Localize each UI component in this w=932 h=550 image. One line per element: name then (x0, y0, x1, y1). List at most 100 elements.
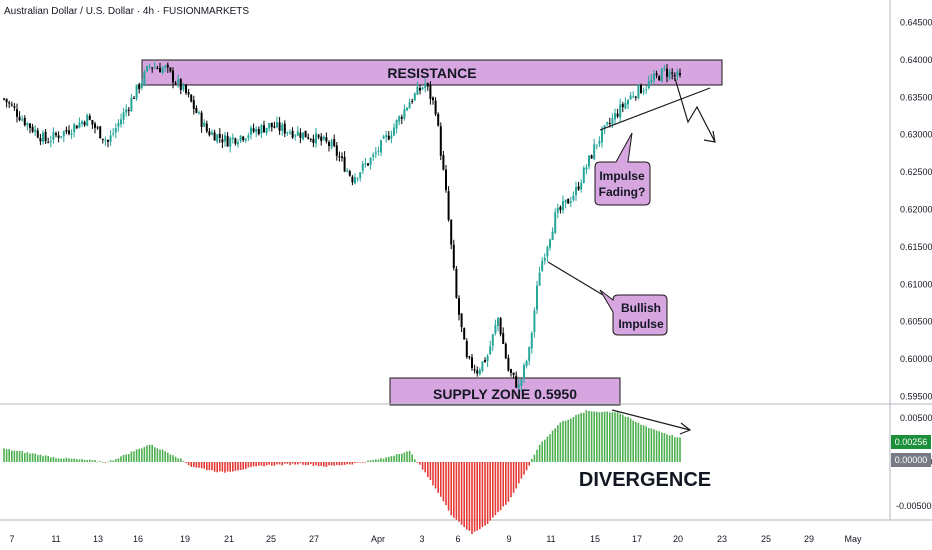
candle-body (265, 127, 268, 133)
candle-body (494, 325, 497, 334)
histogram-bar (182, 461, 185, 462)
histogram-bar (94, 460, 96, 462)
histogram-bar (65, 457, 68, 462)
histogram-bar (237, 462, 239, 471)
candle-body (99, 126, 102, 139)
histogram-bar (328, 462, 330, 466)
candle-body (242, 136, 245, 141)
candle-body (185, 84, 187, 93)
candle-body (455, 268, 458, 298)
histogram-bar (5, 449, 8, 462)
candle-body (8, 102, 11, 104)
candle-body (190, 94, 193, 102)
resistance-zone (141, 59, 723, 86)
candle-body (338, 156, 341, 158)
candle-body (452, 244, 455, 268)
histogram-bar (130, 451, 133, 462)
histogram-bar (151, 444, 153, 462)
histogram-bar (411, 454, 413, 462)
histogram-bar (466, 462, 468, 530)
candle-body (403, 109, 406, 119)
candle-body (530, 332, 533, 349)
histogram-bar (135, 449, 138, 462)
candle-body (424, 83, 427, 88)
candle-body (94, 123, 96, 128)
candle-body (276, 122, 278, 127)
price-tick-label: 0.60500 (900, 317, 932, 327)
histogram-bar (96, 461, 99, 463)
histogram-bar (213, 462, 216, 472)
histogram-bar (76, 459, 78, 462)
candle-body (31, 126, 34, 132)
candle-body (130, 97, 133, 112)
candle-body (419, 87, 421, 91)
histogram-bar (603, 411, 606, 462)
candle-body (146, 65, 148, 72)
candle-body (551, 231, 554, 241)
candle-body (663, 67, 666, 69)
histogram-bar (551, 430, 554, 462)
time-tick-label: 9 (506, 534, 511, 544)
candle-body (120, 119, 122, 125)
candle-body (333, 139, 336, 146)
candle-body (364, 163, 367, 165)
histogram-bar (115, 459, 117, 462)
candle-body (538, 272, 541, 286)
time-tick-label: 7 (9, 534, 14, 544)
candle-body (270, 122, 273, 128)
candle-body (393, 127, 395, 136)
candle-body (315, 133, 317, 144)
candle-body (187, 92, 190, 95)
candle-body (96, 127, 99, 129)
candle-body (143, 71, 146, 84)
histogram-bar (668, 435, 671, 462)
candle-body (302, 132, 304, 140)
price-tick-label: 0.59500 (900, 392, 932, 402)
histogram-bar (167, 452, 169, 462)
candle-body (166, 64, 169, 68)
candle-body (476, 370, 479, 374)
candle-body (356, 177, 359, 179)
histogram-bar (208, 462, 211, 471)
candle-body (567, 198, 570, 204)
candle-body (666, 68, 668, 77)
histogram-bar (154, 447, 156, 462)
last-value-text: 0.00256 (895, 437, 928, 447)
candle-body (478, 369, 481, 375)
histogram-bar (55, 458, 57, 462)
candle-body (627, 99, 629, 105)
histogram-bar (372, 460, 374, 462)
candle-body (224, 135, 226, 142)
candle-body (164, 66, 167, 68)
time-axis[interactable]: 7 11 13 16 19 21 25 27 Apr 3 6 9 11 15 17 20 23 25 29 May (9, 534, 862, 544)
candle-body (374, 152, 377, 154)
candle-body (257, 128, 260, 135)
candle-body (536, 285, 538, 310)
price-axis[interactable]: 0.64500 0.64000 0.63500 0.63000 0.62500 0.620… (900, 17, 932, 401)
candle-body (114, 128, 117, 133)
histogram-bar (250, 462, 252, 467)
histogram-bar (554, 428, 556, 462)
histogram-bar (336, 462, 338, 465)
candle-body (13, 106, 16, 108)
candle-body (211, 132, 213, 135)
histogram-bar (588, 410, 590, 462)
histogram-bar (382, 458, 385, 462)
candle-body (18, 116, 21, 121)
candle-body (650, 79, 653, 83)
candle-body (367, 163, 369, 166)
histogram-bar (31, 453, 34, 462)
histogram-bar (294, 462, 296, 465)
candle-body (289, 132, 291, 134)
divergence-arrowhead (679, 422, 692, 435)
candle-body (73, 124, 76, 133)
candle-body (229, 138, 232, 147)
candle-body (497, 317, 499, 326)
candle-body (44, 131, 47, 142)
candle-body (330, 140, 333, 148)
time-tick-label: 3 (419, 534, 424, 544)
histogram-bar (245, 462, 247, 469)
histogram-bar (297, 462, 299, 465)
candle-body (174, 82, 177, 84)
